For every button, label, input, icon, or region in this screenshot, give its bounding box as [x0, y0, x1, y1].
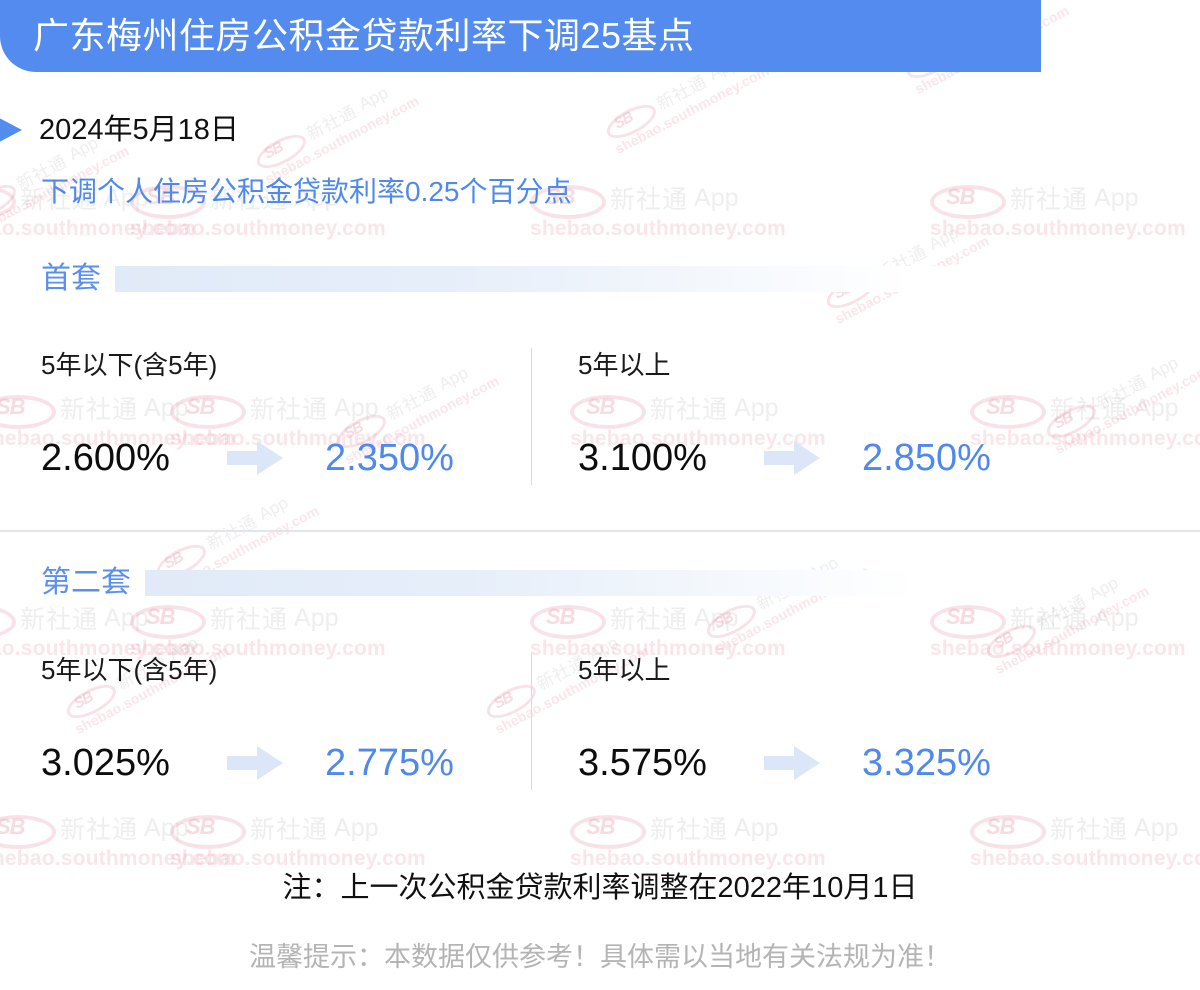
term-label-under-5y: 5年以下(含5年): [41, 655, 218, 685]
date-row: 2024年5月18日: [0, 108, 239, 152]
header-banner: 广东梅州住房公积金贷款利率下调25基点: [0, 0, 1041, 72]
term-label-over-5y: 5年以上: [578, 655, 671, 685]
section-header-first-home: 首套: [41, 264, 1041, 294]
rate-row-first-home: 2.600% 2.350% 3.100% 2.850%: [41, 430, 1121, 486]
rate-pair-under-5y: 2.600% 2.350%: [41, 430, 511, 486]
triangle-right-icon: [0, 118, 22, 142]
arrow-right-icon: [764, 746, 820, 780]
section-label: 第二套: [41, 566, 131, 599]
term-label-over-5y: 5年以上: [578, 350, 671, 380]
term-label-under-5y: 5年以下(含5年): [41, 350, 218, 380]
section-label: 首套: [41, 262, 101, 295]
new-rate: 2.850%: [862, 437, 991, 479]
section-header-second-home: 第二套: [41, 568, 1041, 598]
subtitle-text: 下调个人住房公积金贷款利率0.25个百分点: [41, 176, 572, 207]
rate-pair-over-5y: 3.575% 3.325%: [578, 735, 1048, 791]
arrow-right-icon: [227, 746, 283, 780]
page-title: 广东梅州住房公积金贷款利率下调25基点: [33, 15, 695, 56]
section-accent-bar: [115, 266, 1041, 292]
publish-date: 2024年5月18日: [39, 113, 239, 146]
rate-pair-under-5y: 3.025% 2.775%: [41, 735, 511, 791]
arrow-right-icon: [227, 441, 283, 475]
column-divider: [531, 348, 532, 485]
footer-note: 注：上一次公积金贷款利率调整在2022年10月1日: [282, 872, 918, 904]
new-rate: 2.350%: [325, 437, 454, 479]
rate-pair-over-5y: 3.100% 2.850%: [578, 430, 1048, 486]
new-rate: 2.775%: [325, 742, 454, 784]
section-divider: [0, 530, 1200, 532]
old-rate: 3.025%: [41, 742, 170, 784]
old-rate: 3.100%: [578, 437, 707, 479]
rate-row-second-home: 3.025% 2.775% 3.575% 3.325%: [41, 735, 1121, 791]
section-accent-bar: [145, 570, 1041, 596]
arrow-right-icon: [764, 441, 820, 475]
column-divider: [531, 653, 532, 790]
term-labels-row-second-home: 5年以下(含5年) 5年以上: [41, 657, 1121, 697]
footer-tip: 温馨提示：本数据仅供参考！具体需以当地有关法规为准！: [249, 942, 951, 972]
old-rate: 2.600%: [41, 437, 170, 479]
old-rate: 3.575%: [578, 742, 707, 784]
new-rate: 3.325%: [862, 742, 991, 784]
term-labels-row-first-home: 5年以下(含5年) 5年以上: [41, 352, 1121, 392]
